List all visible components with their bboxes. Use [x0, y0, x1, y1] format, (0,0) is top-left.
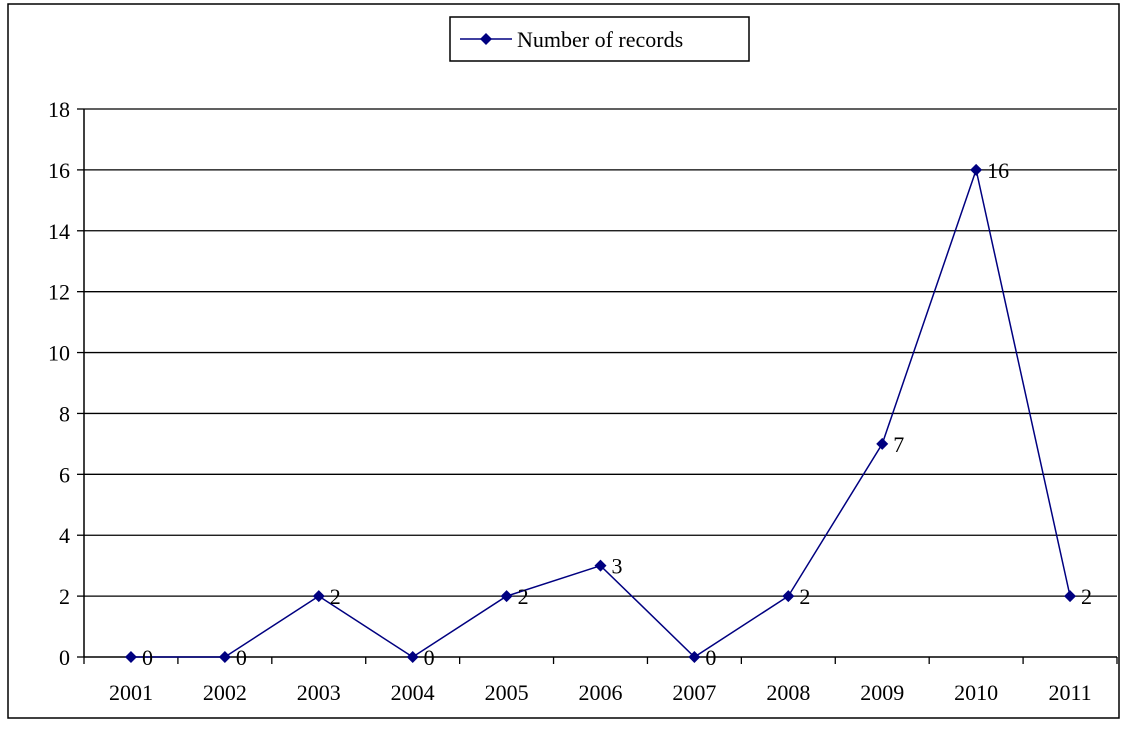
data-labels: 0 0 2 0 2 3 0 2 7 16 2 [142, 158, 1092, 670]
legend-label: Number of records [517, 27, 683, 52]
y-tick-labels: 0 2 4 6 8 10 12 14 16 18 [48, 97, 70, 670]
legend: Number of records [449, 16, 750, 62]
y-tick-label: 8 [59, 401, 70, 426]
x-tick-label: 2003 [297, 680, 341, 705]
y-tick-label: 4 [59, 523, 70, 548]
data-point-marker [594, 559, 607, 572]
data-label: 2 [799, 584, 810, 609]
x-tick-label: 2005 [485, 680, 529, 705]
data-label: 7 [893, 432, 904, 457]
y-tick-label: 2 [59, 584, 70, 609]
data-point-marker [782, 590, 795, 603]
x-tick-label: 2008 [766, 680, 810, 705]
data-point-marker [406, 651, 419, 663]
x-tick-label: 2009 [860, 680, 904, 705]
y-tick-label: 18 [48, 97, 70, 122]
y-tick-label: 16 [48, 158, 70, 183]
data-label: 3 [612, 554, 623, 579]
y-tick-label: 10 [48, 341, 70, 366]
data-label: 16 [987, 158, 1009, 183]
x-tick-label: 2002 [203, 680, 247, 705]
data-label: 0 [705, 645, 716, 670]
y-tick-label: 12 [48, 280, 70, 305]
data-point-marker [124, 651, 137, 663]
y-tick-label: 0 [59, 645, 70, 670]
x-tick-label: 2006 [579, 680, 623, 705]
x-tick-label: 2004 [391, 680, 435, 705]
y-tick-label: 14 [48, 219, 70, 244]
chart-border [7, 3, 1120, 719]
data-label: 2 [518, 584, 529, 609]
x-tick-label: 2007 [672, 680, 716, 705]
data-label: 2 [330, 584, 341, 609]
legend-marker-icon [480, 33, 492, 45]
data-point-marker [218, 651, 231, 663]
x-tick-labels: 2001 2002 2003 2004 2005 2006 2007 2008 2009 2010… [109, 680, 1092, 705]
data-point-marker [312, 590, 325, 603]
data-label: 0 [424, 645, 435, 670]
data-label: 2 [1081, 584, 1092, 609]
data-point-marker [500, 590, 513, 603]
series [124, 163, 1077, 663]
data-point-marker [688, 651, 701, 663]
data-label: 0 [236, 645, 247, 670]
x-tick-label: 2001 [109, 680, 153, 705]
data-point-marker [970, 163, 983, 176]
data-point-marker [876, 437, 889, 450]
axes [77, 108, 1118, 664]
data-label: 0 [142, 645, 153, 670]
y-tick-label: 6 [59, 462, 70, 487]
x-tick-label: 2011 [1048, 680, 1091, 705]
data-point-marker [1064, 590, 1077, 603]
x-tick-label: 2010 [954, 680, 998, 705]
grid-lines [84, 108, 1117, 597]
